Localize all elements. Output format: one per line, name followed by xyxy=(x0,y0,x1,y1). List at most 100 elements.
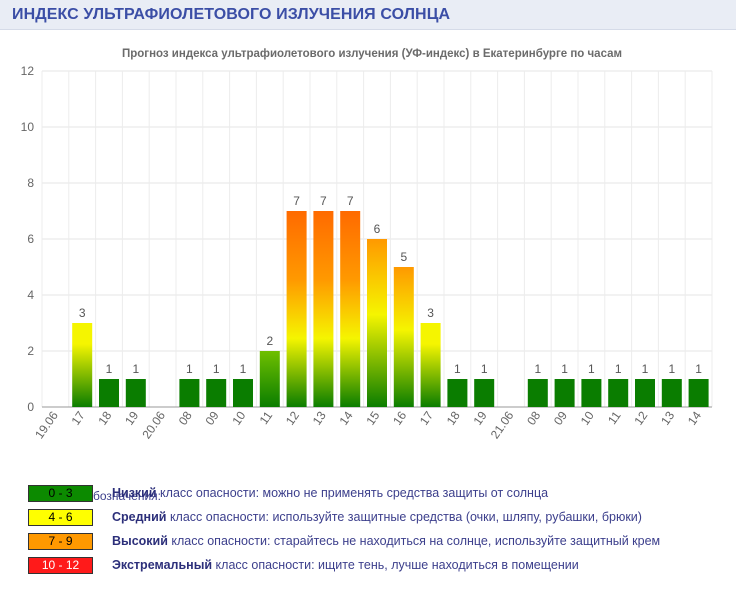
y-tick-label: 10 xyxy=(21,120,35,134)
bar-value-label: 1 xyxy=(454,362,461,376)
x-tick-label: 08 xyxy=(176,408,195,427)
bar-value-label: 3 xyxy=(427,306,434,320)
x-tick-label: 19 xyxy=(471,408,490,427)
bar-value-label: 3 xyxy=(79,306,86,320)
legend-swatch-extreme: 10 - 12 xyxy=(28,557,93,574)
bar xyxy=(233,379,253,407)
legend-text-extreme: Экстремальный класс опасности: ищите тен… xyxy=(112,558,579,572)
legend-text-high: Высокий класс опасности: старайтесь не н… xyxy=(112,534,660,548)
bar xyxy=(688,379,709,407)
bar xyxy=(661,379,682,407)
bar-value-label: 1 xyxy=(186,362,193,376)
x-tick-label: 20.06 xyxy=(139,408,168,441)
bar-value-label: 1 xyxy=(534,362,541,376)
x-tick-label: 14 xyxy=(337,408,356,427)
bar xyxy=(393,267,414,407)
bar xyxy=(206,379,227,407)
bar-value-label: 6 xyxy=(374,222,381,236)
bar-value-label: 1 xyxy=(481,362,488,376)
bar xyxy=(72,323,93,407)
x-tick-label: 21.06 xyxy=(488,408,517,441)
legend-row-extreme: 10 - 12 Экстремальный класс опасности: и… xyxy=(28,557,728,575)
legend-swatch-high: 7 - 9 xyxy=(28,533,93,550)
x-tick-label: 11 xyxy=(605,408,624,427)
bar-value-label: 1 xyxy=(561,362,568,376)
uv-panel: Прогноз индекса ультрафиолетового излуче… xyxy=(4,31,732,605)
x-tick-label: 18 xyxy=(444,408,463,427)
x-tick-label: 14 xyxy=(685,408,704,427)
bar xyxy=(581,379,602,407)
legend-level-extreme: Экстремальный xyxy=(112,558,213,572)
bar xyxy=(179,379,200,407)
bar xyxy=(527,379,548,407)
bar-value-label: 7 xyxy=(347,194,354,208)
bar-value-label: 1 xyxy=(213,362,220,376)
uv-chart: Прогноз индекса ультрафиолетового излуче… xyxy=(21,48,713,441)
x-tick-label: 19.06 xyxy=(32,408,61,441)
chart-title: Прогноз индекса ультрафиолетового излуче… xyxy=(122,48,622,60)
legend-level-medium: Средний xyxy=(112,510,167,524)
bar-value-label: 1 xyxy=(588,362,595,376)
y-tick-label: 2 xyxy=(27,344,34,358)
bar xyxy=(286,211,307,407)
legend-row-low: 0 - 3 Низкий класс опасности: можно не п… xyxy=(28,485,728,503)
page-header: ИНДЕКС УЛЬТРАФИОЛЕТОВОГО ИЗЛУЧЕНИЯ СОЛНЦ… xyxy=(0,0,736,30)
x-tick-label: 19 xyxy=(122,408,141,427)
bar-value-label: 1 xyxy=(106,362,113,376)
bar-value-label: 1 xyxy=(642,362,649,376)
bar xyxy=(447,379,468,407)
bar xyxy=(635,379,655,407)
bar xyxy=(313,211,334,407)
legend-level-high: Высокий xyxy=(112,534,168,548)
y-tick-label: 4 xyxy=(27,288,34,302)
x-tick-label: 13 xyxy=(310,408,329,427)
bar xyxy=(259,351,280,407)
page-title: ИНДЕКС УЛЬТРАФИОЛЕТОВОГО ИЗЛУЧЕНИЯ СОЛНЦ… xyxy=(12,6,451,23)
legend-row-high: 7 - 9 Высокий класс опасности: старайтес… xyxy=(28,533,728,551)
x-tick-label: 16 xyxy=(390,408,409,427)
legend-swatch-low: 0 - 3 xyxy=(28,485,93,502)
legend-desc-medium: класс опасности: используйте защитные ср… xyxy=(166,510,642,524)
legend-desc-low: класс опасности: можно не применять сред… xyxy=(156,486,549,500)
y-tick-label: 6 xyxy=(27,232,34,246)
bar-value-label: 1 xyxy=(132,362,139,376)
bar-value-label: 1 xyxy=(668,362,675,376)
y-tick-label: 12 xyxy=(21,64,35,78)
bar-value-label: 1 xyxy=(240,362,247,376)
bar-value-label: 2 xyxy=(266,334,273,348)
bar-value-label: 5 xyxy=(400,250,407,264)
legend-desc-extreme: класс опасности: ищите тень, лучше наход… xyxy=(212,558,579,572)
legend-desc-high: класс опасности: старайтесь не находитьс… xyxy=(167,534,661,548)
bar xyxy=(608,379,629,407)
x-tick-label: 11 xyxy=(257,408,276,427)
x-tick-label: 17 xyxy=(417,408,436,427)
bar xyxy=(474,379,495,407)
x-tick-label: 15 xyxy=(363,408,382,427)
legend-row-medium: 4 - 6 Средний класс опасности: используй… xyxy=(28,509,728,527)
legend-level-low: Низкий xyxy=(112,486,157,500)
x-tick-label: 08 xyxy=(524,408,543,427)
legend-text-medium: Средний класс опасности: используйте защ… xyxy=(112,510,642,524)
bar-value-label: 7 xyxy=(320,194,327,208)
x-tick-label: 17 xyxy=(69,408,88,427)
bar-value-label: 1 xyxy=(695,362,702,376)
x-tick-label: 10 xyxy=(229,408,248,427)
x-tick-label: 09 xyxy=(551,408,570,427)
legend-swatch-medium: 4 - 6 xyxy=(28,509,93,526)
x-tick-label: 12 xyxy=(631,408,650,427)
legend-text-low: Низкий класс опасности: можно не применя… xyxy=(112,486,548,500)
bar xyxy=(367,239,387,407)
x-tick-label: 09 xyxy=(203,408,222,427)
bar-value-label: 1 xyxy=(615,362,622,376)
bar xyxy=(554,379,575,407)
bar xyxy=(125,379,146,407)
bar xyxy=(340,211,361,407)
x-tick-label: 10 xyxy=(578,408,597,427)
bar-value-label: 7 xyxy=(293,194,300,208)
y-tick-label: 8 xyxy=(27,176,34,190)
bar xyxy=(420,323,441,407)
x-tick-label: 13 xyxy=(658,408,677,427)
x-tick-label: 18 xyxy=(95,408,114,427)
y-tick-label: 0 xyxy=(27,400,34,414)
bar xyxy=(99,379,119,407)
